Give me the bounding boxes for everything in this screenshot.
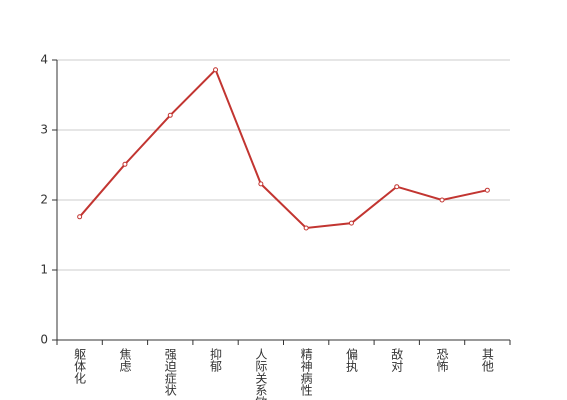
point bbox=[303, 225, 309, 231]
y-tick-label: 1 bbox=[40, 263, 48, 277]
point bbox=[439, 197, 445, 203]
y-tick-label: 2 bbox=[40, 193, 48, 207]
x-tick-label: 抑郁 bbox=[209, 347, 223, 373]
x-tick-label: 恐怖 bbox=[435, 348, 449, 372]
point bbox=[213, 67, 219, 73]
x-tick-label: 精神病性 bbox=[299, 348, 313, 397]
x-tick-label: 人际关系敏感 bbox=[254, 348, 268, 400]
y-tick-label: 3 bbox=[40, 123, 48, 137]
point bbox=[484, 187, 490, 193]
point bbox=[167, 112, 173, 118]
x-tick-label: 敌对 bbox=[390, 347, 404, 372]
y-tick-label: 4 bbox=[40, 53, 48, 67]
x-tick-label: 躯体化 bbox=[73, 347, 87, 385]
point bbox=[122, 161, 128, 167]
point bbox=[348, 220, 354, 226]
x-tick-label: 其他 bbox=[480, 348, 494, 372]
x-tick-label: 强迫症状 bbox=[163, 348, 177, 396]
line bbox=[78, 68, 488, 230]
x-tick-label: 偏执 bbox=[344, 347, 358, 373]
point bbox=[77, 214, 83, 220]
y-tick-label: 0 bbox=[40, 333, 48, 347]
point bbox=[258, 181, 264, 187]
point bbox=[394, 184, 400, 190]
x-tick-label: 焦虑 bbox=[118, 348, 132, 372]
